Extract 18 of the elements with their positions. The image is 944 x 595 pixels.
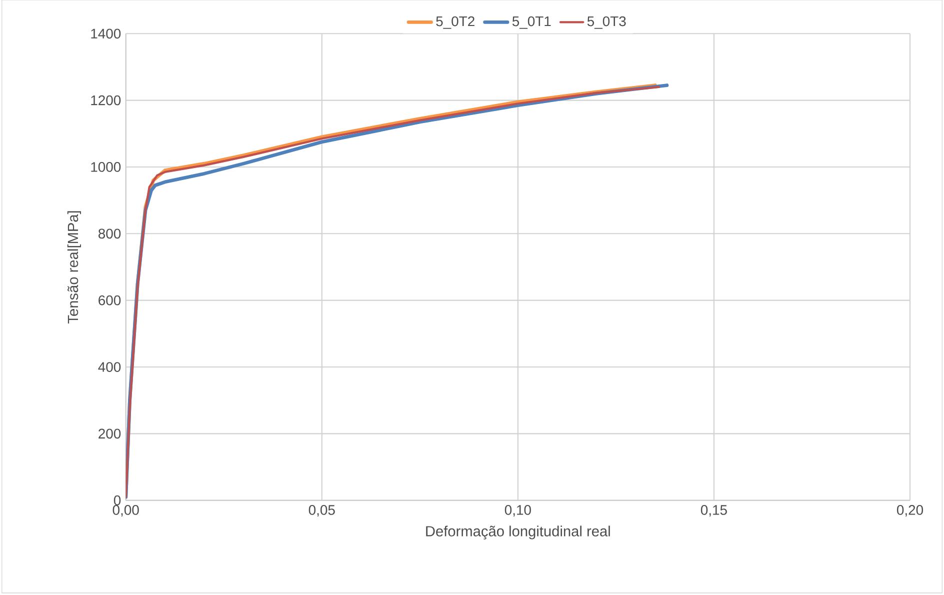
y-tick-label: 600 — [98, 295, 121, 306]
y-tick-label: 1200 — [91, 95, 121, 106]
y-tick-label: 400 — [98, 362, 121, 372]
x-tick-label: 0,00 — [112, 505, 139, 517]
x-tick-label: 0,10 — [504, 505, 531, 517]
x-axis-title: Deformação longitudinal real — [426, 526, 610, 540]
x-tick-label: 0,15 — [700, 505, 727, 517]
legend-label: 5_0T1 — [512, 16, 551, 29]
y-tick-label: 0 — [114, 496, 121, 506]
y-tick-label: 200 — [98, 428, 121, 439]
legend-label: 5_0T3 — [587, 16, 626, 29]
x-tick-label: 0,05 — [308, 505, 335, 517]
y-axis-title: Tensão real[MPa] — [67, 211, 81, 324]
x-tick-label: 0,20 — [896, 505, 924, 517]
y-tick-label: 1400 — [91, 28, 121, 39]
legend-label: 5_0T2 — [436, 16, 474, 29]
y-tick-label: 800 — [98, 228, 121, 239]
y-tick-label: 1000 — [91, 162, 121, 172]
